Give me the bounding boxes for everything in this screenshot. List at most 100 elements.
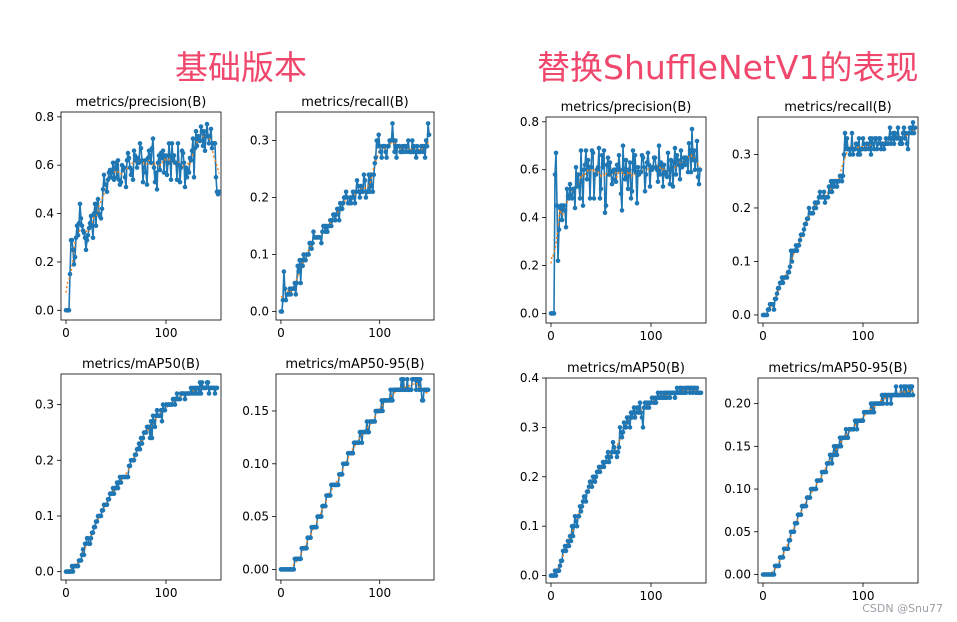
data-point xyxy=(300,263,306,269)
data-point xyxy=(695,174,701,180)
data-point xyxy=(149,146,155,151)
y-tick-label: 0.2 xyxy=(250,190,269,204)
data-point xyxy=(694,138,700,144)
data-point xyxy=(79,223,85,228)
data-point xyxy=(171,153,177,158)
data-point xyxy=(667,395,673,401)
data-point xyxy=(559,217,565,223)
data-point xyxy=(854,141,860,147)
data-point xyxy=(154,407,160,413)
data-point xyxy=(306,252,311,257)
data-point xyxy=(303,257,308,263)
y-tick-label: 0.15 xyxy=(724,439,751,453)
data-point xyxy=(157,167,163,173)
y-tick-label: 0.0 xyxy=(520,569,539,583)
data-point xyxy=(606,459,612,465)
y-tick-label: 0.1 xyxy=(732,254,751,268)
data-point xyxy=(632,153,638,158)
data-point xyxy=(771,572,777,577)
data-point xyxy=(191,175,197,180)
data-point xyxy=(328,493,333,498)
y-tick-label: 0.3 xyxy=(520,420,539,434)
data-point xyxy=(595,165,601,170)
data-point xyxy=(616,444,622,450)
data-point xyxy=(600,165,606,170)
data-point xyxy=(310,240,315,246)
data-point xyxy=(773,296,779,302)
data-point xyxy=(579,504,585,509)
smooth-line xyxy=(550,154,701,264)
chart-2: metrics/recall(B) 0.0 0.1 0.2 0.3 0 100 xyxy=(250,95,435,340)
y-tick-label: 0.10 xyxy=(724,482,751,496)
data-point xyxy=(69,237,75,243)
data-point xyxy=(845,435,851,441)
data-point xyxy=(378,149,384,155)
data-point xyxy=(881,146,887,152)
data-point xyxy=(620,143,626,148)
data-point xyxy=(157,413,163,419)
data-point xyxy=(672,145,678,151)
data-point xyxy=(850,152,856,157)
y-tick-label: 0.00 xyxy=(242,562,269,576)
data-point xyxy=(125,474,131,480)
data-point xyxy=(643,172,649,177)
data-point xyxy=(386,143,391,149)
data-point xyxy=(552,172,558,177)
data-point xyxy=(71,262,77,267)
data-point xyxy=(854,427,860,432)
plot-frame xyxy=(545,377,707,584)
data-point xyxy=(208,126,214,132)
data-point xyxy=(580,203,586,208)
data-point xyxy=(172,402,178,407)
data-point xyxy=(128,172,134,178)
data-point xyxy=(149,435,155,441)
data-point xyxy=(188,158,194,163)
data-point xyxy=(126,155,132,161)
plot-frame xyxy=(60,373,222,581)
series-group xyxy=(63,121,221,313)
data-point xyxy=(860,136,866,141)
data-point xyxy=(911,130,917,136)
data-point xyxy=(821,189,827,195)
series-group xyxy=(548,126,703,316)
data-point xyxy=(138,146,144,151)
data-point xyxy=(70,569,76,574)
data-point xyxy=(899,141,905,147)
x-tick-label: 100 xyxy=(852,329,875,343)
data-point xyxy=(159,419,165,424)
data-point xyxy=(607,160,613,165)
data-point xyxy=(589,484,595,490)
data-point xyxy=(298,280,304,286)
data-point xyxy=(146,424,152,430)
data-point xyxy=(134,165,140,170)
chart-title: metrics/recall(B) xyxy=(784,100,891,115)
data-point xyxy=(634,200,640,206)
data-point xyxy=(201,129,207,134)
data-point xyxy=(640,155,646,160)
data-point xyxy=(363,195,369,200)
plot-frame xyxy=(60,111,222,321)
y-tick-label: 0.3 xyxy=(732,147,751,161)
data-point xyxy=(582,162,588,168)
data-point xyxy=(912,125,918,130)
data-point xyxy=(834,452,840,458)
data-point xyxy=(803,221,809,227)
data-point xyxy=(184,175,190,180)
data-point xyxy=(784,275,790,280)
data-point xyxy=(283,297,289,303)
data-point xyxy=(390,121,395,126)
data-point xyxy=(669,165,675,170)
data-point xyxy=(826,184,832,189)
data-point xyxy=(298,556,304,562)
data-point xyxy=(163,153,169,158)
data-point xyxy=(390,398,395,403)
data-point xyxy=(151,419,157,424)
data-point xyxy=(566,543,572,549)
data-point xyxy=(665,150,671,156)
data-point xyxy=(694,385,700,391)
data-point xyxy=(856,136,862,141)
data-point xyxy=(656,143,662,148)
data-point xyxy=(592,479,598,485)
data-point xyxy=(697,167,703,172)
data-point xyxy=(376,132,382,138)
